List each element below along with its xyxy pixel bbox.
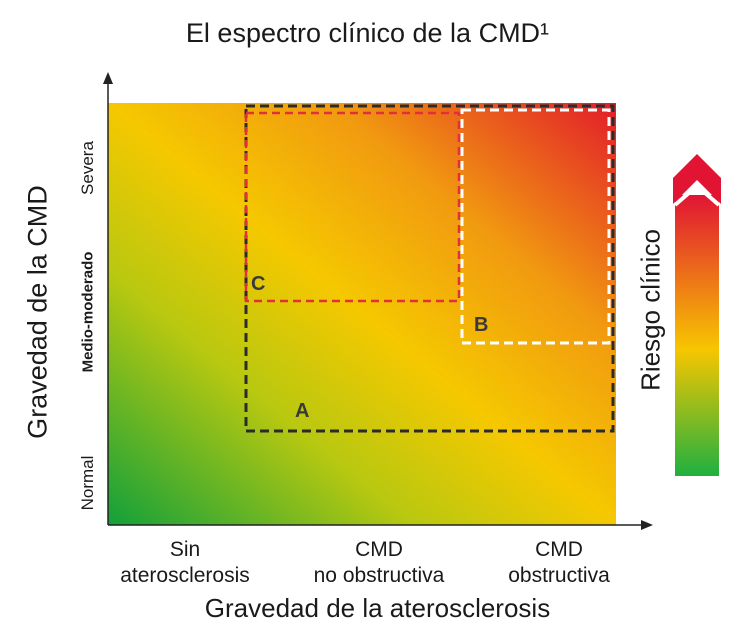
risk-arrow-icon [673,154,721,204]
x-tick-cmd-obstructiva: CMD obstructiva [508,537,610,589]
x-tick-cmd-no-obstructiva: CMD no obstructiva [314,537,445,589]
gradient-field [108,103,616,525]
region-a-label: A [295,400,310,422]
x-tick-line1: CMD [535,538,583,561]
risk-arrow-chevron-icon [673,183,721,207]
x-axis-label: Gravedad de la aterosclerosis [204,593,551,623]
x-tick-sin-aterosclerosis: Sin aterosclerosis [120,537,250,589]
x-tick-line1: CMD [355,538,403,561]
x-tick-line2: no obstructiva [313,564,445,587]
x-axis-arrow [641,520,653,530]
x-tick-line1: Sin [169,538,201,561]
region-c-box [244,111,461,303]
risk-scale-bar [675,195,719,476]
region-b-label: B [474,314,489,336]
region-a-box [244,104,615,433]
y-axis-arrow [103,72,113,84]
diagram-title: El espectro clínico de la CMD¹ [185,18,550,48]
region-b-box [460,108,611,345]
risk-scale-label: Riesgo clínico [635,229,666,391]
x-tick-line2: aterosclerosis [120,564,250,587]
x-tick-line2: obstructiva [508,564,610,587]
region-c-label: C [251,273,266,295]
